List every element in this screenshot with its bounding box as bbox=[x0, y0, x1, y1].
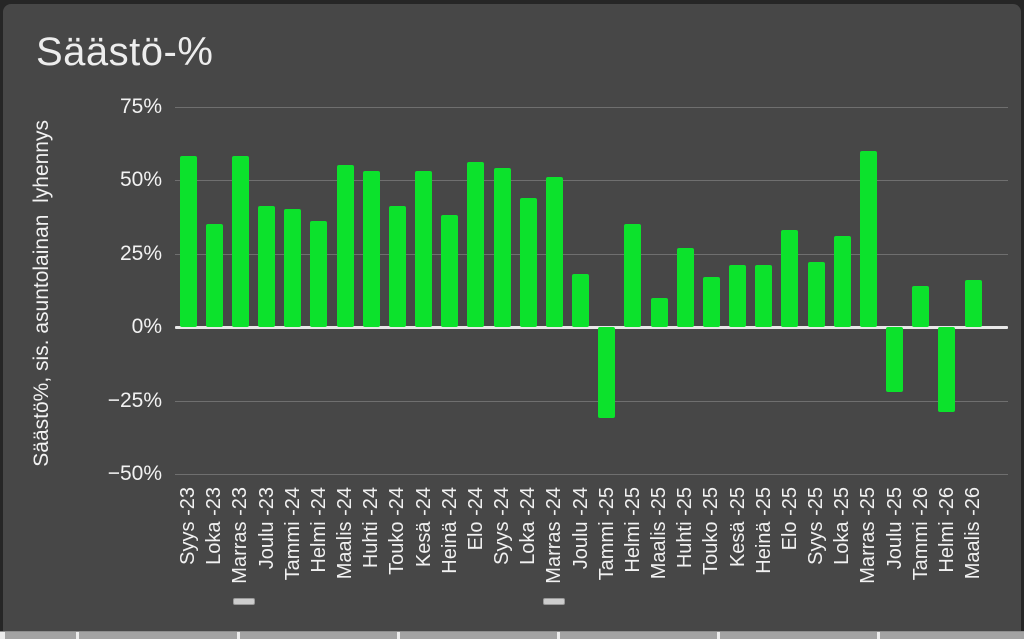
bar bbox=[415, 171, 432, 327]
x-axis-tick-label: Loka -25 bbox=[831, 487, 854, 565]
bar bbox=[807, 262, 825, 327]
bar bbox=[519, 197, 537, 327]
zero-axis-line bbox=[175, 326, 1008, 329]
bar bbox=[284, 209, 302, 327]
x-axis-tick-label: Joulu -24 bbox=[569, 487, 592, 570]
grid-line bbox=[175, 106, 1008, 108]
bar bbox=[755, 265, 773, 327]
y-axis-tick-label: 75% bbox=[119, 94, 162, 118]
x-axis-tick-label: Huhti -25 bbox=[674, 487, 697, 569]
bar bbox=[886, 327, 903, 392]
y-axis-title: Säästö%, sis. asuntolainan lyhennys bbox=[30, 120, 53, 467]
spreadsheet-edge bbox=[0, 631, 1024, 639]
x-axis-tick-label: Elo -25 bbox=[778, 487, 801, 551]
x-axis-tick-label: Tammi -26 bbox=[909, 487, 932, 581]
x-axis-tick-label: Joulu -25 bbox=[883, 487, 906, 570]
cell-border-mark bbox=[237, 632, 240, 639]
cell-border-mark bbox=[557, 632, 560, 639]
x-axis-tick-label: Marras -23 bbox=[229, 487, 252, 584]
y-axis-tick-label: 50% bbox=[119, 168, 162, 191]
x-axis-tick-label: Heinä -25 bbox=[752, 487, 775, 574]
bar bbox=[598, 327, 616, 419]
x-axis-tick-label: Loka -24 bbox=[517, 487, 540, 565]
x-axis-tick-label: Marras -24 bbox=[543, 487, 566, 584]
x-axis-tick-label: Touko -24 bbox=[386, 487, 409, 575]
bar bbox=[205, 224, 223, 327]
x-axis-tick-label: Helmi -26 bbox=[935, 487, 958, 573]
x-axis-tick-label: Joulu -23 bbox=[255, 487, 278, 570]
grid-line bbox=[175, 180, 1008, 181]
bar bbox=[362, 171, 380, 327]
y-axis-tick-label: 0% bbox=[131, 315, 162, 338]
bar bbox=[781, 229, 799, 327]
x-axis-tick-label: Maalis -25 bbox=[648, 487, 670, 580]
chart-title: Säästö-% bbox=[36, 30, 214, 74]
cell-border-mark bbox=[397, 632, 400, 639]
bar bbox=[938, 327, 956, 413]
cell-border-mark bbox=[0, 632, 5, 639]
x-axis-tick-label: Syys -24 bbox=[491, 487, 513, 565]
x-axis-tick-label: Kesä -24 bbox=[412, 487, 435, 568]
x-axis-tick-label: Heinä -24 bbox=[438, 487, 461, 574]
bar bbox=[650, 297, 668, 327]
bar bbox=[833, 235, 851, 327]
y-axis-tick-label: −50% bbox=[107, 462, 162, 485]
bar bbox=[572, 274, 589, 327]
x-axis-tick-label: Helmi -25 bbox=[621, 487, 644, 573]
bar bbox=[964, 279, 982, 327]
bar bbox=[388, 206, 406, 327]
chart-resize-handle[interactable] bbox=[543, 598, 565, 605]
x-axis-tick-label: Maalis -26 bbox=[962, 487, 984, 580]
x-axis-tick-label: Loka -23 bbox=[203, 487, 226, 565]
bar bbox=[912, 285, 930, 327]
grid-line bbox=[175, 400, 1008, 402]
x-axis-tick-label: Tammi -25 bbox=[595, 487, 618, 581]
grid-line bbox=[175, 474, 1008, 475]
bar bbox=[729, 265, 746, 327]
x-axis-tick-label: Huhti -24 bbox=[360, 487, 383, 569]
bar bbox=[859, 150, 877, 327]
x-axis-tick-label: Tammi -24 bbox=[281, 487, 304, 581]
bar bbox=[310, 221, 328, 327]
x-axis-tick-label: Syys -25 bbox=[805, 487, 827, 565]
x-axis-tick-label: Helmi -24 bbox=[307, 487, 330, 573]
bar bbox=[179, 156, 197, 327]
cell-border-mark bbox=[877, 632, 880, 639]
y-axis-tick-label: −25% bbox=[107, 388, 162, 412]
bar bbox=[231, 156, 249, 327]
x-axis-tick-label: Marras -25 bbox=[857, 487, 880, 584]
bar bbox=[441, 215, 459, 327]
x-axis-tick-label: Kesä -25 bbox=[726, 487, 749, 568]
bar bbox=[258, 206, 275, 327]
chart-panel[interactable]: Säästö-% Säästö%, sis. asuntolainan lyhe… bbox=[3, 4, 1021, 632]
bar bbox=[336, 165, 354, 327]
grid-line bbox=[175, 253, 1008, 255]
cell-border-mark bbox=[717, 632, 720, 639]
bar bbox=[467, 162, 485, 327]
cell-border-mark bbox=[76, 632, 79, 639]
bar bbox=[545, 177, 563, 327]
x-axis-tick-label: Elo -24 bbox=[464, 487, 487, 551]
chart-resize-handle[interactable] bbox=[233, 598, 255, 605]
x-axis-tick-label: Touko -25 bbox=[700, 487, 723, 575]
bar bbox=[624, 224, 642, 327]
bar bbox=[493, 168, 511, 327]
x-axis-tick-label: Syys -23 bbox=[177, 487, 199, 565]
bar bbox=[702, 277, 720, 327]
x-axis-tick-label: Maalis -24 bbox=[334, 487, 356, 580]
y-axis-tick-label: 25% bbox=[119, 241, 162, 265]
bar bbox=[676, 247, 694, 327]
